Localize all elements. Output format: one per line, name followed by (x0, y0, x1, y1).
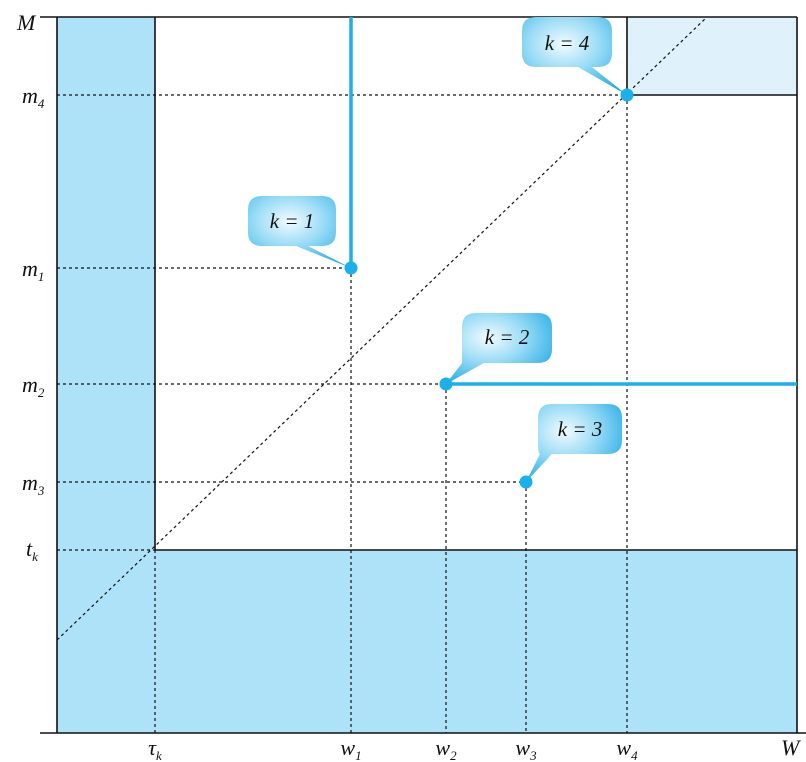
callout-k4-label: k = 4 (545, 31, 590, 55)
callout-k2-bubble (446, 313, 552, 384)
y-tick-m1: m1 (22, 256, 44, 284)
top-right-light-region (627, 17, 797, 95)
callout-k3-label: k = 3 (558, 417, 603, 441)
point-k4 (620, 88, 634, 102)
x-tick-w3: w3 (515, 735, 537, 762)
bottom-shaded-band (57, 550, 797, 733)
y-tick-m4: m4 (22, 83, 45, 111)
callout-k1: k = 1 (248, 196, 351, 268)
x-axis-end-label: W (781, 735, 801, 760)
point-k3 (519, 475, 533, 489)
x-tick-w2: w2 (435, 735, 457, 762)
point-k2 (439, 377, 453, 391)
y-tick-m3: m3 (22, 470, 45, 498)
point-k1 (344, 261, 358, 275)
callout-k3: k = 3 (526, 404, 622, 482)
callout-k3-bubble (526, 404, 622, 482)
x-tick-w1: w1 (340, 735, 361, 762)
callout-k2: k = 2 (446, 313, 552, 384)
callout-k1-bubble (248, 196, 351, 268)
callout-k1-label: k = 1 (270, 209, 315, 233)
callout-k2-label: k = 2 (485, 325, 530, 349)
x-tick-tau: τk (148, 735, 162, 762)
callout-k4-bubble (522, 17, 627, 95)
y-axis-end-label: M (16, 10, 37, 35)
y-tick-tk: tk (26, 536, 38, 564)
x-tick-w4: w4 (616, 735, 638, 762)
y-tick-m2: m2 (22, 372, 45, 400)
diagonal-line (56, 16, 708, 641)
callout-k4: k = 4 (522, 17, 627, 95)
dashed-guides (56, 16, 708, 733)
